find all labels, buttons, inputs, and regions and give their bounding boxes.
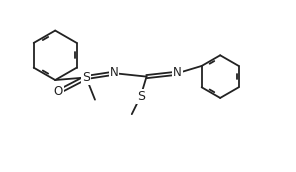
Text: N: N [110, 66, 118, 79]
Text: S: S [137, 90, 145, 103]
Text: O: O [54, 85, 63, 99]
Text: N: N [173, 66, 182, 79]
Text: S: S [82, 71, 90, 84]
